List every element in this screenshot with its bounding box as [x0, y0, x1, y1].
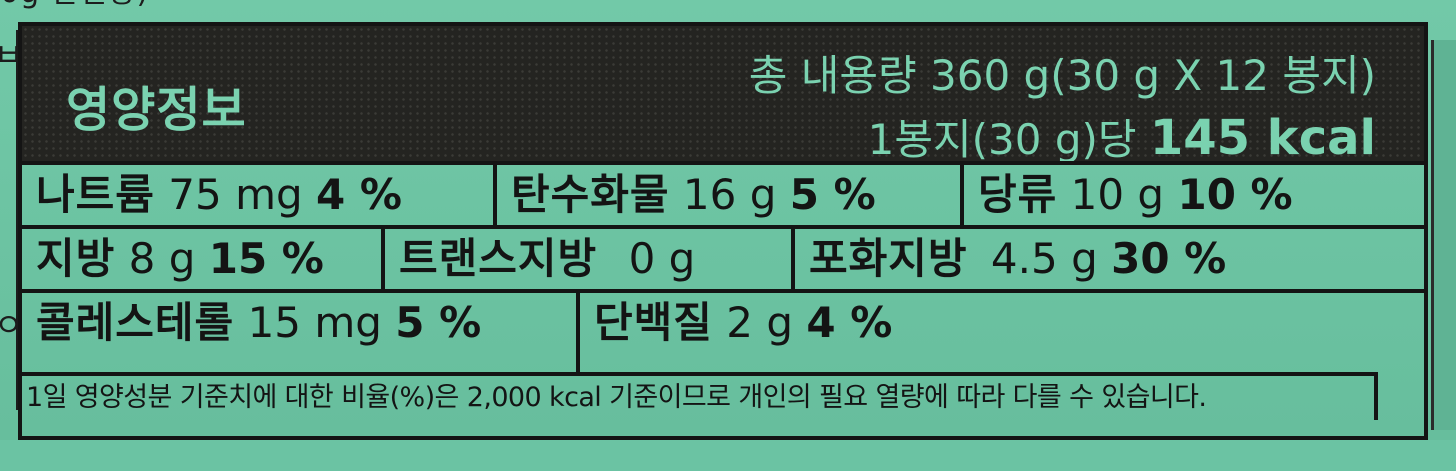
nutrient-name: 당류: [978, 170, 1058, 219]
nutrient-row: 나트륨 75 mg 4 % 탄수화물 16 g 5 % 당류 10 g 10 %: [22, 161, 1424, 225]
nutrient-amount: 10 g: [1070, 170, 1165, 219]
total-amount: 총 내용량 360 g(30 g X 12 봉지): [748, 51, 1376, 100]
nutrient-name: 포화지방: [809, 234, 968, 283]
serving-size: 1봉지(30 g)당: [867, 115, 1137, 164]
nutrient-cell-trans-fat: 트랜스지방 0 g: [385, 229, 795, 289]
nutrient-name: 트랜스지방: [399, 234, 598, 283]
nutrient-amount: 8 g: [128, 234, 196, 283]
nutrient-percent: 4 %: [806, 298, 893, 347]
calories-value: 145 kcal: [1149, 110, 1376, 166]
nutrient-percent: 10 %: [1177, 170, 1293, 219]
nutrient-name: 콜레스테롤: [36, 298, 235, 347]
daily-value-footnote: 1일 영양성분 기준치에 대한 비율(%)은 2,000 kcal 기준이므로 …: [22, 372, 1378, 420]
nutrient-row: 콜레스테롤 15 mg 5 % 단백질 2 g 4 %: [22, 289, 1424, 372]
nutrient-row: 지방 8 g 15 % 트랜스지방 0 g 포화지방 4.5 g 30 %: [22, 225, 1424, 289]
nutrient-percent: 4 %: [316, 170, 402, 219]
nutrient-percent: 5 %: [395, 298, 482, 347]
left-edge-border: ㅂ ㅇ: [0, 30, 23, 410]
nutrition-title: 영양정보: [66, 82, 247, 138]
nutrient-amount: 4.5 g: [990, 234, 1098, 283]
left-edge-glyph: ㅇ: [0, 306, 24, 344]
package-bottom-band: [0, 440, 1456, 471]
nutrient-cell-sodium: 나트륨 75 mg 4 %: [22, 165, 497, 225]
cropped-top-text: 0g 탄질량): [0, 0, 1456, 22]
nutrient-cell-sugars: 당류 10 g 10 %: [964, 165, 1424, 225]
nutrient-percent: 5 %: [789, 170, 876, 219]
nutrition-facts-panel: 영양정보 총 내용량 360 g(30 g X 12 봉지) 1봉지(30 g)…: [18, 22, 1428, 440]
right-edge-fold: [1431, 40, 1456, 430]
nutrition-header: 영양정보 총 내용량 360 g(30 g X 12 봉지) 1봉지(30 g)…: [22, 26, 1424, 166]
nutrient-percent: 30 %: [1111, 234, 1227, 283]
nutrient-name: 나트륨: [36, 170, 155, 219]
serving-calories: 1봉지(30 g)당 145 kcal: [868, 106, 1376, 167]
nutrient-name: 탄수화물: [511, 170, 670, 219]
nutrient-amount: 15 mg: [247, 298, 382, 347]
nutrient-cell-saturated-fat: 포화지방 4.5 g 30 %: [795, 229, 1424, 289]
nutrient-amount: 0 g: [628, 234, 696, 283]
nutrient-amount: 16 g: [682, 170, 777, 219]
nutrient-percent: 15 %: [208, 234, 324, 283]
nutrient-cell-protein: 단백질 2 g 4 %: [580, 293, 1424, 372]
nutrient-amount: 2 g: [726, 298, 794, 347]
nutrient-name: 단백질: [594, 298, 713, 347]
nutrient-cell-carbohydrate: 탄수화물 16 g 5 %: [497, 165, 964, 225]
nutrient-amount: 75 mg: [168, 170, 303, 219]
nutrient-name: 지방: [36, 234, 116, 283]
nutrient-cell-cholesterol: 콜레스테롤 15 mg 5 %: [22, 293, 580, 372]
left-edge-glyph: ㅂ: [0, 36, 24, 74]
nutrient-cell-fat: 지방 8 g 15 %: [22, 229, 385, 289]
